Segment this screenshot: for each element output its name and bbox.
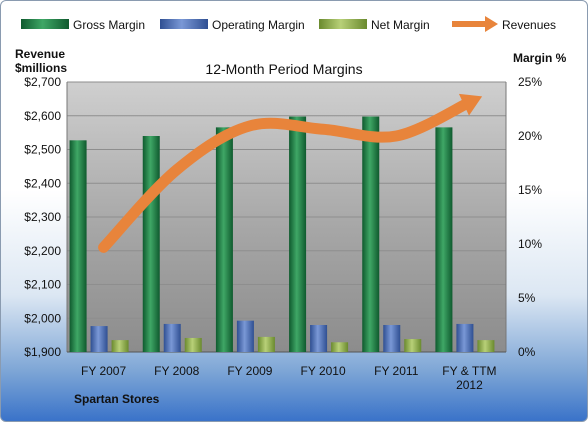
x-tick-label: FY & TTM [442, 364, 496, 378]
bar-operating-margin [236, 320, 254, 352]
x-tick-label: FY 2010 [301, 364, 346, 378]
legend-swatch [160, 19, 208, 29]
bar-net-margin [331, 342, 349, 352]
legend-label: Gross Margin [73, 18, 145, 32]
bar-gross-margin [435, 127, 453, 352]
legend-swatch [485, 16, 498, 32]
chart-title: 12-Month Period Margins [205, 61, 362, 77]
bar-operating-margin [90, 326, 108, 352]
left-tick-label: $2,200 [24, 244, 61, 258]
legend-swatch [21, 19, 69, 29]
right-tick-label: 15% [518, 183, 542, 197]
legend-label: Revenues [502, 18, 556, 32]
right-tick-label: 10% [518, 237, 542, 251]
legend-label: Net Margin [371, 18, 430, 32]
x-tick-label: FY 2011 [374, 364, 419, 378]
revenue-line [98, 96, 475, 253]
bar-net-margin [404, 339, 422, 352]
x-tick-label: FY 2008 [154, 364, 199, 378]
right-tick-label: 5% [518, 291, 536, 305]
bar-net-margin [477, 340, 495, 352]
right-tick-label: 0% [518, 345, 536, 359]
x-tick-label: FY 2007 [81, 364, 126, 378]
x-tick-label: FY 2009 [227, 364, 272, 378]
left-tick-label: $2,700 [24, 75, 61, 89]
bar-gross-margin [142, 136, 160, 352]
bar-net-margin [111, 340, 129, 352]
revenue-arrowhead [458, 93, 483, 116]
left-tick-label: $2,400 [24, 176, 61, 190]
right-axis-title: Margin % [513, 51, 567, 65]
bar-operating-margin [163, 323, 181, 352]
left-tick-label: $2,500 [24, 143, 61, 157]
legend-swatch [319, 19, 367, 29]
left-tick-label: $2,000 [24, 311, 61, 325]
bar-gross-margin [289, 116, 307, 352]
right-tick-label: 20% [518, 129, 542, 143]
left-tick-label: $1,900 [24, 345, 61, 359]
x-tick-label: 2012 [456, 378, 483, 392]
bar-operating-margin [310, 325, 328, 352]
bar-operating-margin [383, 325, 401, 352]
footer-label: Spartan Stores [74, 392, 160, 406]
bar-gross-margin [69, 140, 87, 352]
bar-operating-margin [456, 323, 474, 352]
right-tick-label: 25% [518, 75, 542, 89]
left-tick-label: $2,100 [24, 278, 61, 292]
bar-gross-margin [215, 127, 233, 352]
left-axis-title: Revenue [15, 47, 65, 61]
bar-net-margin [184, 337, 202, 352]
bar-net-margin [257, 336, 275, 352]
left-tick-label: $2,600 [24, 109, 61, 123]
legend-label: Operating Margin [212, 18, 305, 32]
left-tick-label: $2,300 [24, 210, 61, 224]
bar-gross-margin [362, 116, 380, 352]
left-axis-title: $millions [15, 61, 67, 75]
